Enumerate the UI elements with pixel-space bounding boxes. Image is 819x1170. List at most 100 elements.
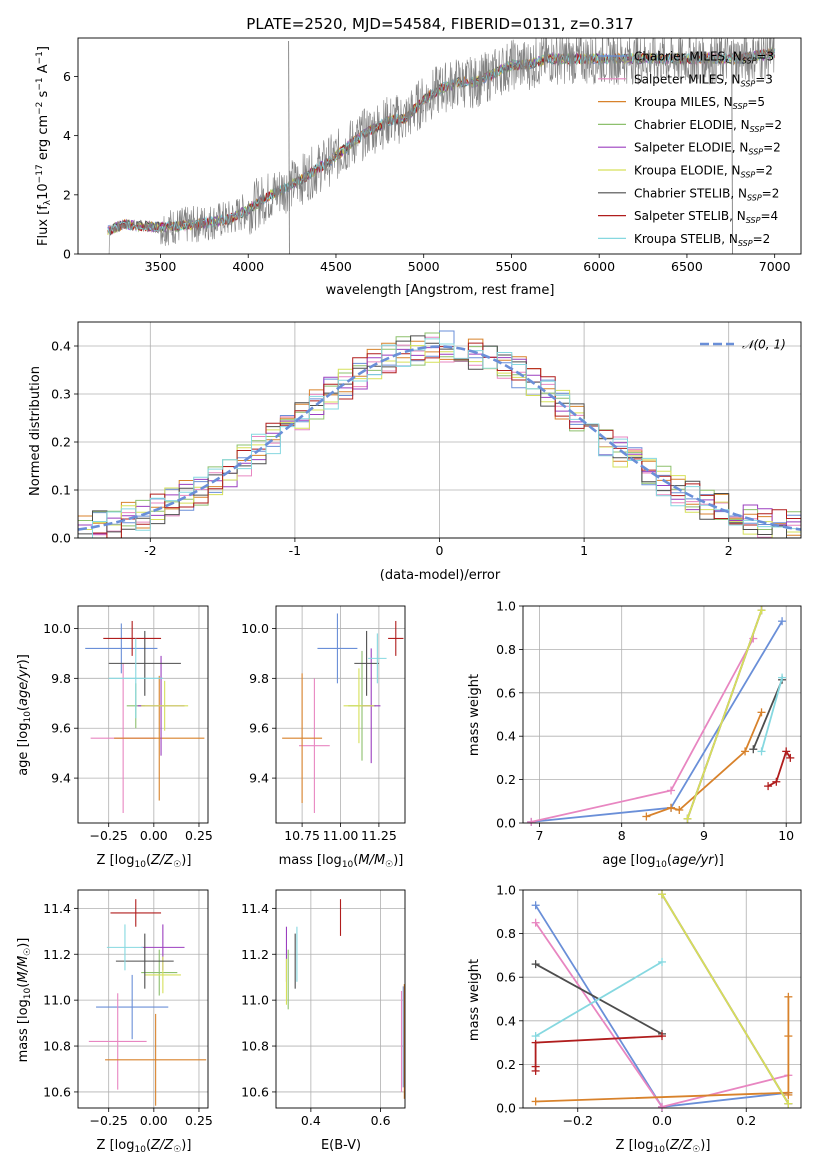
y-tick-label: 0.4 bbox=[496, 729, 516, 744]
legend-label-salpeter-miles: Salpeter MILES, NSSP=3 bbox=[634, 72, 773, 88]
spectrum-spike bbox=[731, 40, 734, 254]
x-tick-label: 9 bbox=[700, 828, 708, 843]
residual-hist-kroupa-stelib bbox=[78, 338, 801, 538]
age-vs-metallicity-panel: −0.25 0.00 0.25 9.4 9.6 9.8 10.0 bbox=[43, 605, 213, 843]
y-tick-label: 0.4 bbox=[496, 1013, 516, 1028]
y-tick-label: 1.0 bbox=[496, 599, 516, 614]
x-tick-label: 0.25 bbox=[185, 1113, 213, 1128]
x-tick-label: 4000 bbox=[232, 259, 264, 274]
x-tick-label: −0.25 bbox=[90, 1113, 128, 1128]
y-tick-label: 0.4 bbox=[51, 339, 71, 354]
axes-frame bbox=[77, 37, 802, 255]
residuals-xlabel: (data-model)/error bbox=[380, 568, 501, 583]
x-tick-label: 11.25 bbox=[361, 828, 397, 843]
mw-line-kroupa-stelib bbox=[760, 677, 783, 752]
y-tick-label: 11.0 bbox=[241, 993, 269, 1008]
y-tick-label: 0.2 bbox=[496, 1057, 516, 1072]
legend-label-kroupa-stelib: Kroupa STELIB, NSSP=2 bbox=[634, 232, 770, 248]
x-tick-label: 0.00 bbox=[140, 1113, 168, 1128]
y-tick-label: 11.2 bbox=[43, 947, 71, 962]
x-tick-label: 3500 bbox=[145, 259, 177, 274]
y-tick-label: 0.1 bbox=[51, 483, 71, 498]
legend-label-normal: 𝒩(0, 1) bbox=[742, 338, 786, 352]
x-tick-label: 5500 bbox=[496, 259, 528, 274]
x-tick-label: 5000 bbox=[408, 259, 440, 274]
spectrum-clip-group bbox=[107, 38, 776, 254]
y-tick-label: 0.2 bbox=[496, 772, 516, 787]
agez-xlabel: Z [log10(Z/Z☉)] bbox=[97, 853, 192, 870]
age-vs-mass-panel: 10.75 11.00 11.25 9.4 9.6 9.8 10.0 bbox=[241, 605, 406, 843]
spectrum-spike bbox=[288, 40, 290, 254]
axes-frame bbox=[275, 605, 406, 824]
spectrum-xlabel: wavelength [Angstrom, rest frame] bbox=[326, 283, 555, 298]
y-tick-label: 10.0 bbox=[43, 621, 71, 636]
x-tick-label: 6500 bbox=[671, 259, 703, 274]
y-tick-label: 10.8 bbox=[43, 1039, 71, 1054]
y-tick-label: 11.0 bbox=[43, 993, 71, 1008]
mw-line-chabrier-stelib bbox=[752, 679, 783, 750]
legend-label-salpeter-elodie: Salpeter ELODIE, NSSP=2 bbox=[634, 141, 781, 157]
x-tick-label: 10.75 bbox=[284, 828, 320, 843]
x-tick-label: 4500 bbox=[320, 259, 352, 274]
mw-line-kroupa-elodie bbox=[686, 609, 763, 820]
y-tick-label: 10.0 bbox=[241, 621, 269, 636]
massz-xlabel: Z [log10(Z/Z☉)] bbox=[97, 1138, 192, 1155]
y-tick-label: 11.4 bbox=[241, 901, 269, 916]
y-tick-label: 10.8 bbox=[241, 1039, 269, 1054]
y-tick-label: 0.0 bbox=[51, 531, 71, 546]
x-tick-label: −0.25 bbox=[90, 828, 128, 843]
y-tick-label: 2 bbox=[63, 187, 71, 202]
y-tick-label: 0.0 bbox=[496, 816, 516, 831]
mwz-xlabel: Z [log10(Z/Z☉)] bbox=[616, 1138, 711, 1155]
mw-line-salpeter-stelib bbox=[534, 1035, 663, 1071]
x-tick-label: 7000 bbox=[759, 259, 791, 274]
legend-label-salpeter-stelib: Salpeter STELIB, NSSP=4 bbox=[634, 209, 778, 225]
x-tick-label: 1 bbox=[580, 543, 588, 558]
y-tick-label: 10.6 bbox=[241, 1084, 269, 1099]
x-tick-label: 11.00 bbox=[323, 828, 359, 843]
mw-line-salpeter-miles bbox=[531, 638, 755, 823]
residuals-panel: -2 -1 0 1 2 0.0 0.1 0.2 0.3 0.4 𝒩(0, 1) bbox=[51, 321, 802, 558]
mw-line-kroupa-stelib bbox=[535, 961, 663, 1037]
mw-line-salpeter-stelib bbox=[767, 749, 792, 787]
x-tick-label: 7 bbox=[535, 828, 543, 843]
y-tick-label: 1.0 bbox=[496, 883, 516, 898]
x-tick-label: 2 bbox=[725, 543, 733, 558]
y-tick-label: 0.6 bbox=[496, 685, 516, 700]
mwage-xlabel: age [log10(age/yr)] bbox=[602, 853, 724, 870]
x-tick-label: 0.2 bbox=[736, 1113, 756, 1128]
axes-frame bbox=[522, 889, 802, 1109]
x-tick-label: 10 bbox=[778, 828, 794, 843]
y-tick-label: 0.2 bbox=[51, 435, 71, 450]
y-tick-label: 9.6 bbox=[51, 721, 71, 736]
agem-xlabel: mass [log10(M/M☉)] bbox=[279, 853, 404, 870]
x-tick-label: 0.25 bbox=[185, 828, 213, 843]
x-tick-label: 0 bbox=[436, 543, 444, 558]
y-tick-label: 0.8 bbox=[496, 642, 516, 657]
axes-frame bbox=[275, 889, 406, 1109]
massebv-xlabel: E(B-V) bbox=[321, 1138, 361, 1153]
residual-hist-salpeter-stelib bbox=[78, 342, 801, 538]
x-tick-label: 0.4 bbox=[301, 1113, 321, 1128]
axes-frame bbox=[77, 889, 209, 1109]
y-tick-label: 10.6 bbox=[43, 1084, 71, 1099]
legend-label-chabrier-miles: Chabrier MILES, NSSP=3 bbox=[634, 50, 774, 66]
x-tick-label: -1 bbox=[289, 543, 301, 558]
massweight-vs-metallicity-panel: −0.2 0.0 0.2 0.0 0.2 0.4 0.6 0.8 1.0 bbox=[496, 883, 802, 1128]
y-tick-label: 0.6 bbox=[496, 970, 516, 985]
massweight-vs-age-panel: 7 8 9 10 0.0 0.2 0.4 0.6 0.8 1.0 bbox=[496, 599, 802, 843]
x-tick-label: 6000 bbox=[583, 259, 615, 274]
y-tick-label: 9.4 bbox=[249, 771, 269, 786]
x-tick-label: 0.00 bbox=[140, 828, 168, 843]
mw-line-chabrier-miles bbox=[531, 620, 783, 823]
spectrum-ylabel: Flux [fλ10−17 erg cm−2 s−1 A−1] bbox=[35, 46, 53, 246]
x-tick-label: −0.2 bbox=[563, 1113, 593, 1128]
y-tick-label: 0.8 bbox=[496, 926, 516, 941]
y-tick-label: 4 bbox=[63, 128, 71, 143]
x-tick-label: 8 bbox=[618, 828, 626, 843]
axes-frame bbox=[77, 321, 802, 539]
observed-spectrum-line bbox=[107, 38, 775, 254]
axes-frame bbox=[77, 605, 209, 824]
legend-label-chabrier-stelib: Chabrier STELIB, NSSP=2 bbox=[634, 186, 779, 202]
y-tick-label: 6 bbox=[63, 69, 71, 84]
